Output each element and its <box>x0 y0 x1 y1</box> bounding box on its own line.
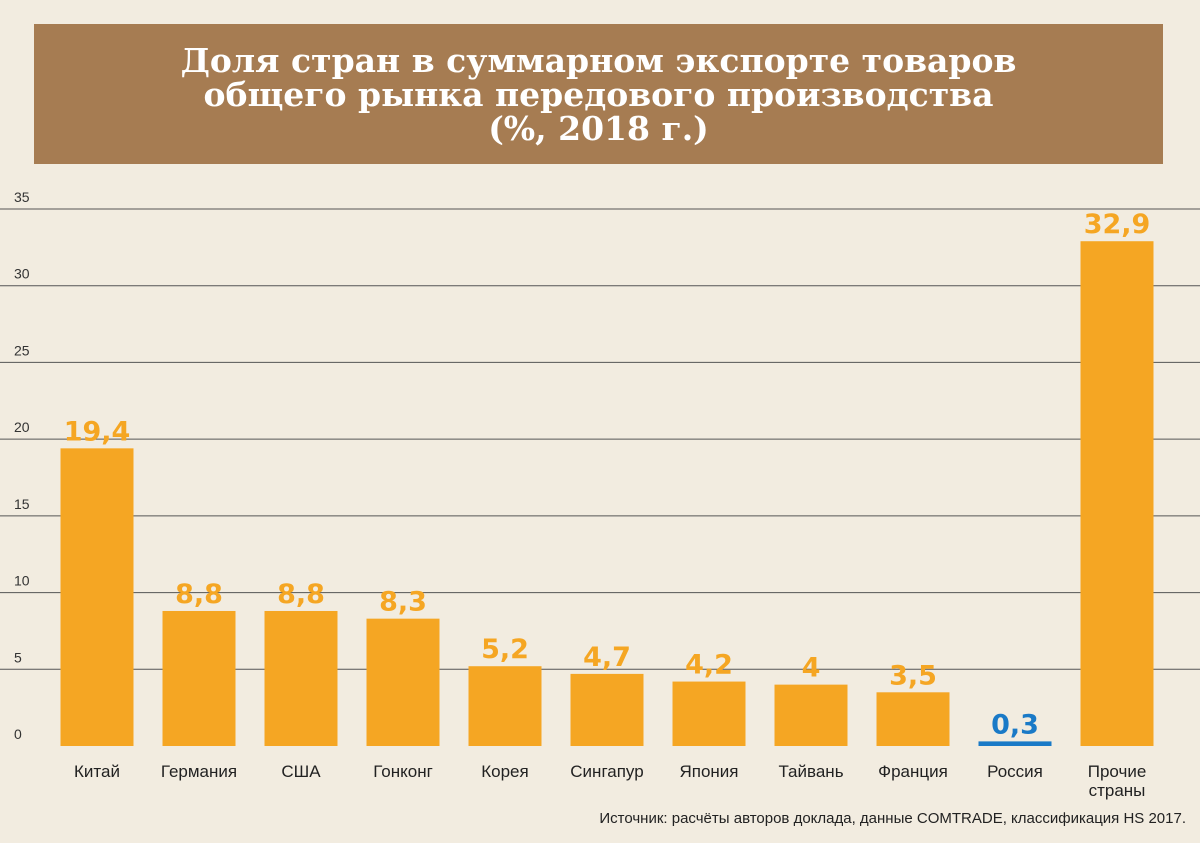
x-tick-label: Гонконг <box>373 762 433 781</box>
y-tick-label: 15 <box>14 496 30 512</box>
x-tick-label-line: Гонконг <box>373 762 433 781</box>
x-tick-label: Прочие страны <box>1088 762 1147 800</box>
chart-title-line-3: (%, 2018 г.) <box>488 109 709 148</box>
x-tick-label-line: Германия <box>161 762 237 781</box>
title-banner: Доля стран в суммарном экспорте товаров … <box>34 24 1163 164</box>
bar <box>162 610 236 746</box>
x-tick-label: Франция <box>878 762 948 781</box>
y-tick-label: 20 <box>14 419 30 435</box>
y-tick-label: 5 <box>14 649 22 665</box>
bar <box>366 618 440 746</box>
data-label: 4,2 <box>685 650 733 681</box>
x-tick-label-line: США <box>281 762 321 781</box>
data-label: 0,3 <box>991 709 1039 740</box>
x-tick-label: США <box>281 762 321 781</box>
bar <box>672 681 746 746</box>
data-label: 32,9 <box>1084 209 1151 240</box>
data-label: 3,5 <box>889 660 937 691</box>
x-tick-label: Япония <box>679 762 738 781</box>
bar <box>570 673 644 746</box>
x-tick-label-line: Прочие <box>1088 762 1147 781</box>
bar <box>876 692 950 746</box>
x-tick-label-line: Сингапур <box>570 762 643 781</box>
data-label: 19,4 <box>64 416 131 447</box>
bar <box>264 610 338 746</box>
x-tick-label-line: страны <box>1089 781 1146 800</box>
bar <box>978 741 1052 746</box>
bar <box>468 666 542 746</box>
y-tick-label: 30 <box>14 266 30 282</box>
x-tick-label-line: Китай <box>74 762 120 781</box>
bar <box>1080 241 1154 746</box>
x-tick-label-line: Россия <box>987 762 1043 781</box>
y-tick-label: 10 <box>14 573 30 589</box>
bar <box>774 684 848 746</box>
x-tick-label: Германия <box>161 762 237 781</box>
bar <box>60 448 134 746</box>
source-note: Источник: расчёты авторов доклада, данны… <box>599 810 1186 827</box>
x-tick-label-line: Япония <box>679 762 738 781</box>
y-tick-label: 0 <box>14 726 22 742</box>
x-tick-label-line: Франция <box>878 762 948 781</box>
y-tick-label: 35 <box>14 189 30 205</box>
data-label: 8,8 <box>277 579 325 610</box>
chart-title-line-1: Доля стран в суммарном экспорте товаров <box>180 41 1017 80</box>
x-tick-label: Китай <box>74 762 120 781</box>
x-tick-label: Тайвань <box>778 762 843 781</box>
x-tick-label: Корея <box>481 762 528 781</box>
x-tick-label-line: Тайвань <box>778 762 843 781</box>
data-label: 8,8 <box>175 579 223 610</box>
data-label: 4 <box>802 653 821 684</box>
data-label: 5,2 <box>481 634 529 665</box>
x-tick-label-line: Корея <box>481 762 528 781</box>
y-tick-label: 25 <box>14 342 30 358</box>
data-label: 8,3 <box>379 587 427 618</box>
x-tick-label: Россия <box>987 762 1043 781</box>
chart-title-line-2: общего рынка передового производства <box>203 75 994 114</box>
x-tick-label: Сингапур <box>570 762 643 781</box>
data-label: 4,7 <box>583 642 631 673</box>
